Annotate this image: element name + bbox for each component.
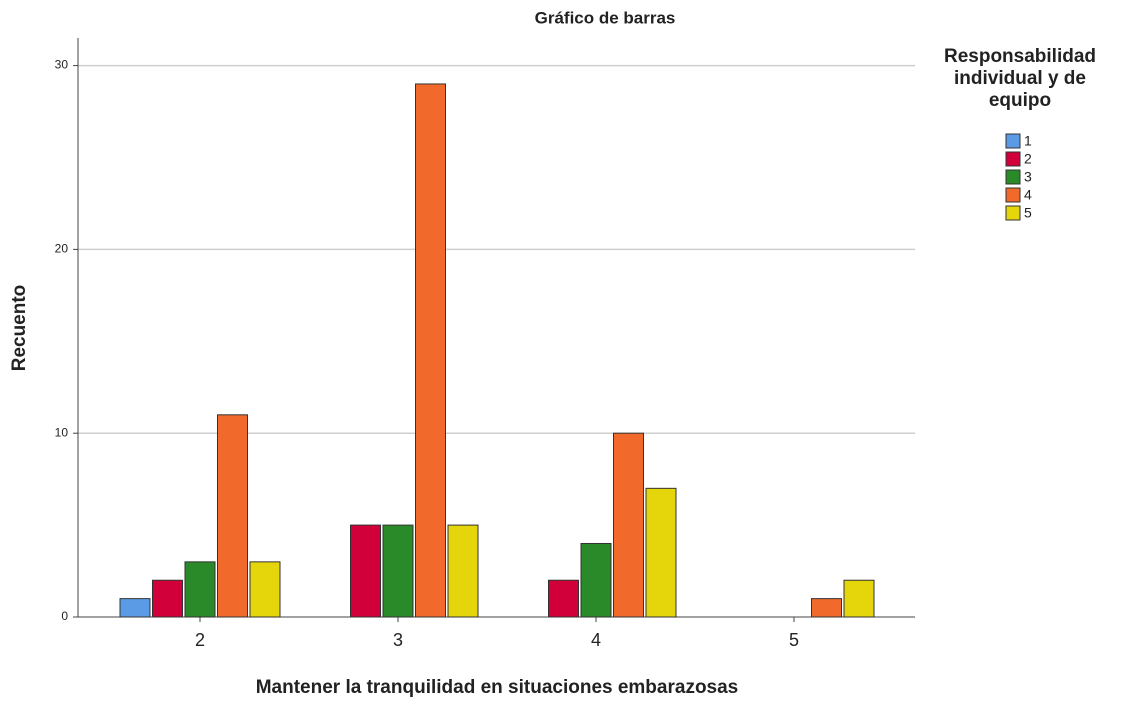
bar [217,414,248,618]
x-tick-label: 4 [591,630,601,650]
legend-label: 3 [1024,169,1032,185]
bar [580,542,612,618]
bar [415,83,446,618]
legend-swatch [1005,133,1021,149]
bar [350,524,381,618]
bar [184,561,216,618]
bar [152,579,183,618]
x-tick-label: 3 [393,630,403,650]
bar [249,561,281,618]
legend-title: Responsabilidad individual y de equipo [943,46,1097,111]
bar [645,487,677,618]
legend-label: 5 [1024,205,1032,221]
x-tick-label: 2 [195,630,205,650]
bar [613,432,644,618]
bar [447,524,479,618]
bar [811,598,842,618]
chart-title: Gráfico de barras [535,8,676,27]
x-tick-label: 5 [789,630,799,650]
legend-swatch [1005,187,1021,203]
y-tick-label: 0 [61,609,68,623]
bar [382,524,414,618]
legend-swatch [1005,169,1021,185]
legend-swatch [1005,205,1021,221]
x-axis-label: Mantener la tranquilidad en situaciones … [256,677,739,698]
y-tick-label: 10 [55,425,69,439]
y-tick-label: 30 [55,58,69,72]
legend-swatch [1005,151,1021,167]
bar [119,598,151,618]
legend-label: 4 [1024,187,1032,203]
bar [548,579,579,618]
legend-label: 2 [1024,151,1032,167]
y-axis-label: Recuento [9,285,30,372]
y-tick-label: 20 [55,242,69,256]
bar [843,579,875,618]
legend-label: 1 [1024,133,1032,149]
